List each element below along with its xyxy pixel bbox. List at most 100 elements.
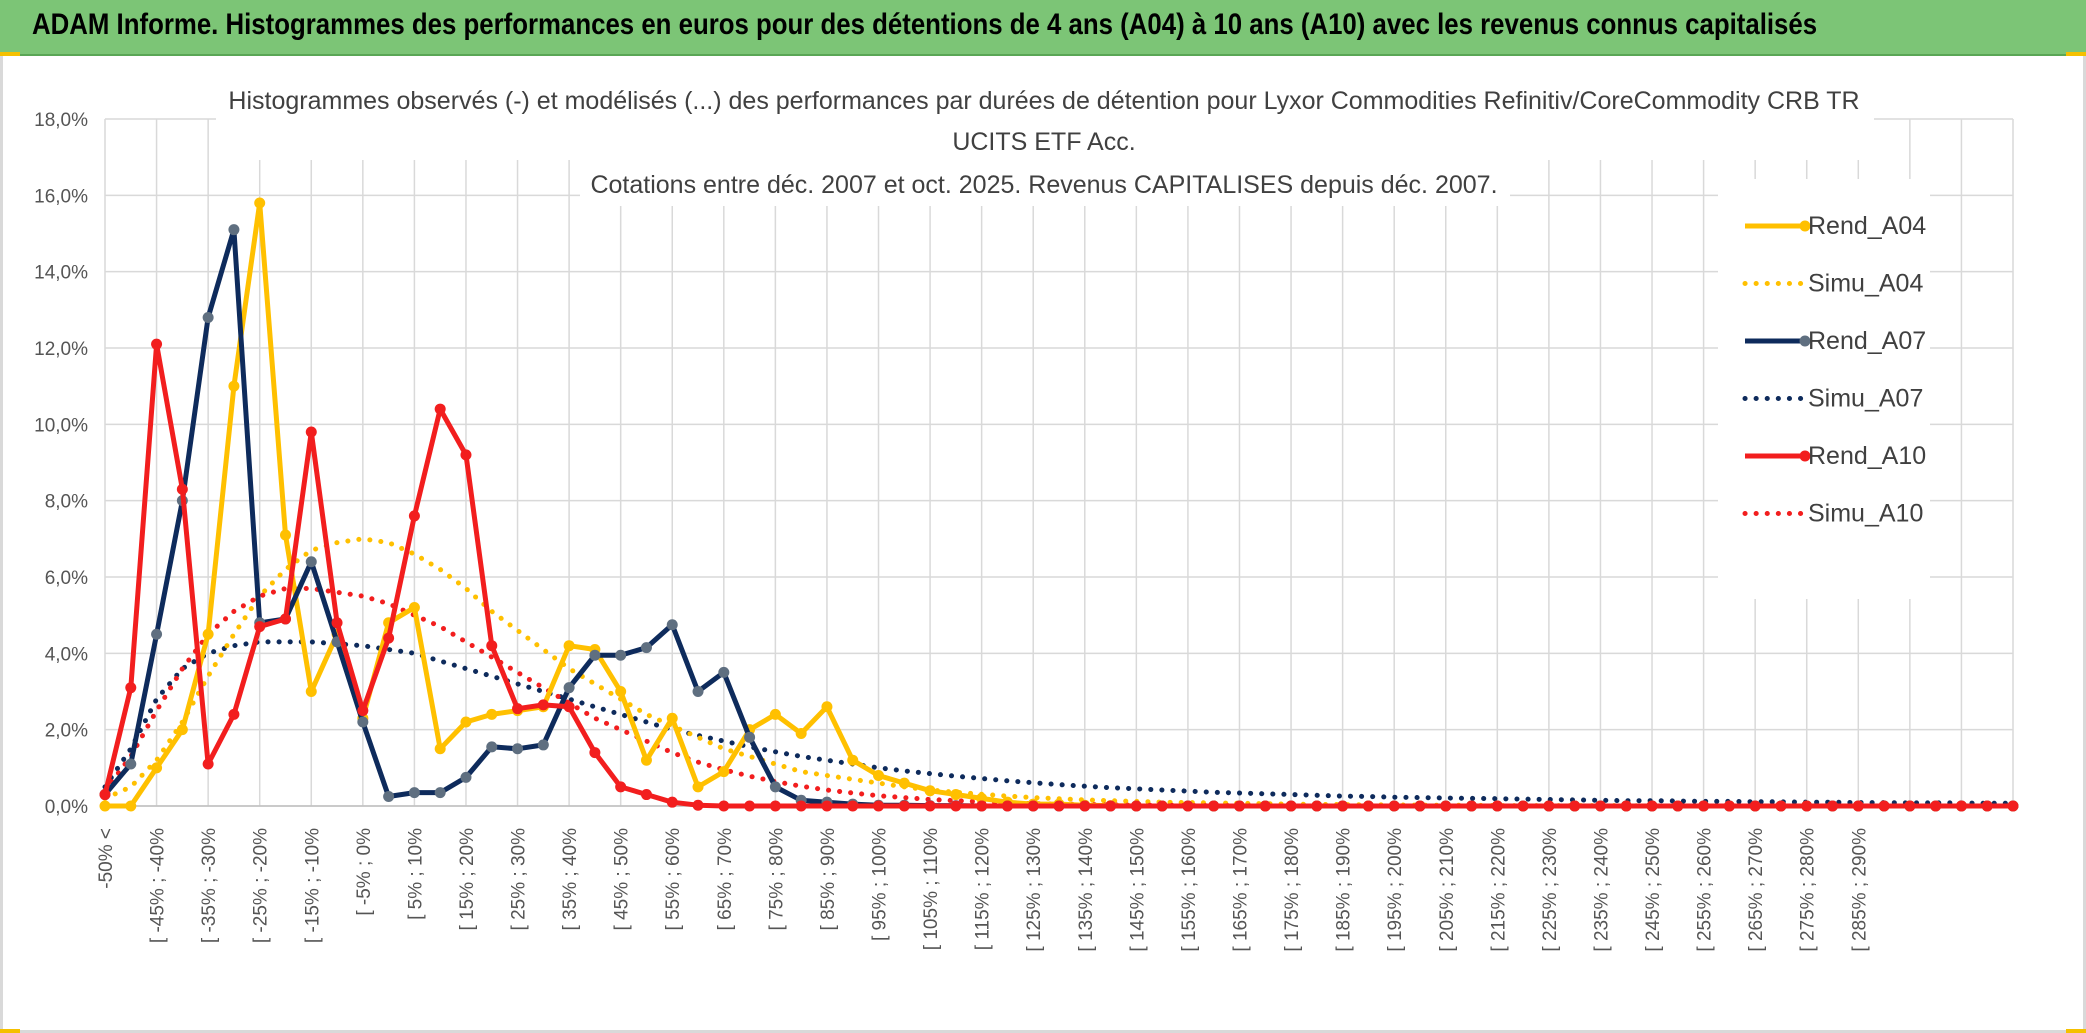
point-rend_a04 [228,380,240,392]
point-rend_a04 [202,628,214,640]
point-rend_a10 [254,621,266,633]
x-tick-label: [ 55% ; 60% [663,828,684,931]
point-rend_a10 [279,613,291,625]
point-rend_a07 [718,666,730,678]
point-rend_a10 [1362,800,1374,812]
x-tick-label: [ 155% ; 160% [1179,828,1200,952]
point-rend_a10 [486,640,498,652]
x-tick-label: [ 85% ; 90% [818,828,839,931]
x-tick-label: [ 95% ; 100% [870,828,891,941]
x-tick-label: [ 285% ; 290% [1849,828,1870,952]
point-rend_a10 [1749,800,1761,812]
point-rend_a10 [976,800,988,812]
point-rend_a10 [1955,800,1967,812]
y-tick-label: 4,0% [45,644,88,665]
point-rend_a10 [1543,800,1555,812]
point-rend_a10 [1878,800,1890,812]
x-tick-label: [ 235% ; 240% [1591,828,1612,952]
point-rend_a10 [692,799,704,811]
point-rend_a10 [666,796,678,808]
point-rend_a07 [744,731,756,743]
point-rend_a10 [718,800,730,812]
point-rend_a04 [408,602,420,614]
x-tick-label: [ 15% ; 20% [457,828,478,931]
point-rend_a10 [1672,800,1684,812]
point-rend_a10 [615,781,627,793]
x-tick-label: [ 75% ; 80% [766,828,787,931]
point-rend_a10 [434,403,446,415]
x-tick-label: [ 125% ; 130% [1024,828,1045,952]
legend-box [1718,179,1930,599]
x-tick-label: [ -15% ; -10% [302,828,323,943]
point-rend_a10 [1027,800,1039,812]
legend-label-simu_a04: Simu_A04 [1808,270,1923,298]
point-rend_a07 [537,739,549,751]
point-rend_a07 [563,682,575,694]
point-rend_a04 [460,716,472,728]
y-tick-label: 2,0% [45,721,88,742]
x-tick-label: [ 215% ; 220% [1488,828,1509,952]
point-rend_a10 [228,708,240,720]
legend-label-rend_a04: Rend_A04 [1808,212,1926,240]
point-rend_a10 [1233,800,1245,812]
point-rend_a07 [460,771,472,783]
point-rend_a10 [1466,800,1478,812]
point-rend_a10 [1337,800,1349,812]
point-rend_a10 [924,800,936,812]
point-rend_a10 [1130,800,1142,812]
point-rend_a07 [202,311,214,323]
point-rend_a10 [202,758,214,770]
y-tick-label: 10,0% [34,415,88,436]
point-rend_a10 [1285,800,1297,812]
chart-title-bg [580,154,1510,206]
point-rend_a04 [434,743,446,755]
point-rend_a10 [1053,800,1065,812]
point-rend_a04 [563,640,575,652]
point-rend_a10 [1105,800,1117,812]
point-rend_a04 [125,800,137,812]
x-tick-label: [ 175% ; 180% [1282,828,1303,952]
x-axis-ticks: -50% < [ -45% ; -40% [ -35% ; -30% [ -25% ;… [96,828,1870,952]
y-tick-label: 16,0% [34,186,88,207]
point-rend_a07 [512,743,524,755]
x-tick-label: [ 145% ; 150% [1127,828,1148,952]
x-tick-label: [ 275% ; 280% [1798,828,1819,952]
chart-title-line-1: Histogrammes observés (-) et modélisés (… [228,87,1859,115]
point-rend_a10 [950,800,962,812]
chart-title-line-2: UCITS ETF Acc. [952,128,1135,156]
point-rend_a04 [666,712,678,724]
point-rend_a10 [1208,800,1220,812]
legend-label-simu_a07: Simu_A07 [1808,385,1923,413]
point-rend_a04 [305,686,317,697]
chart-canvas: 0,0% 2,0% 4,0% 6,0% 8,0% 10,0% 12,0% 14,0% 16,0%… [34,84,2019,952]
legend-label-rend_a07: Rend_A07 [1808,327,1926,355]
x-tick-label: [ -25% ; -20% [251,828,272,943]
point-rend_a10 [640,789,652,801]
x-tick-label: [ 165% ; 170% [1230,828,1251,952]
point-rend_a10 [1723,800,1735,812]
point-rend_a10 [1491,800,1503,812]
point-rend_a10 [1930,800,1942,812]
point-rend_a10 [1182,800,1194,812]
point-rend_a07 [434,787,446,799]
point-rend_a10 [1311,800,1323,812]
point-rend_a04 [795,727,807,739]
point-rend_a10 [744,800,756,812]
point-rend_a04 [847,754,859,766]
point-rend_a10 [1646,800,1658,812]
point-rend_a07 [125,758,137,770]
x-tick-label: [ 245% ; 250% [1643,828,1664,952]
point-rend_a04 [640,754,652,766]
x-tick-label: [ 225% ; 230% [1540,828,1561,952]
point-rend_a04 [254,197,266,209]
corner-mark [0,52,20,56]
legend-label-rend_a10: Rend_A10 [1808,442,1926,470]
point-rend_a04 [151,762,163,774]
x-tick-label: [ 35% ; 40% [560,828,581,931]
point-rend_a10 [1981,800,1993,812]
point-rend_a10 [460,449,472,461]
legend-marker-rend_a10 [1799,450,1811,462]
point-rend_a04 [821,701,833,713]
x-tick-label: [ 5% ; 10% [405,828,426,920]
point-rend_a10 [1698,800,1710,812]
